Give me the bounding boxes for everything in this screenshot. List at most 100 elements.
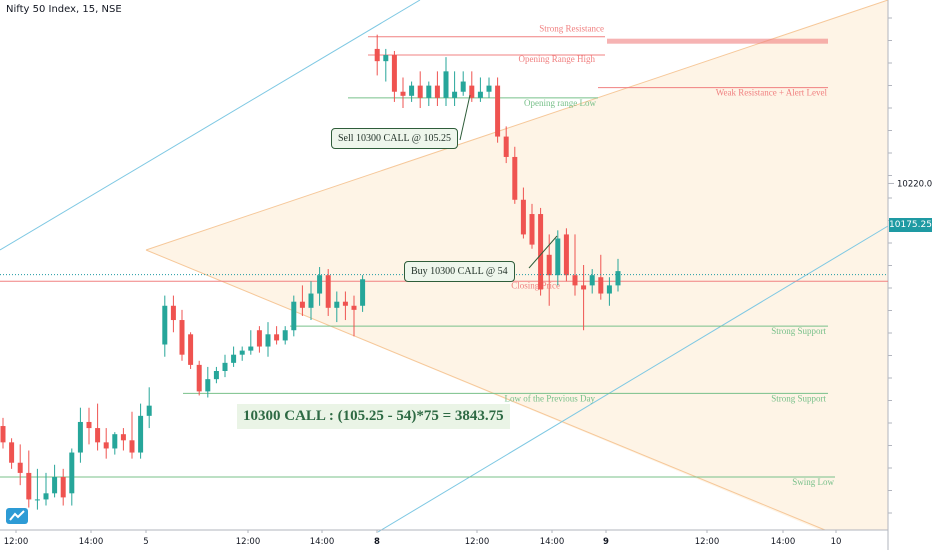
- candle-body: [256, 330, 262, 347]
- candle-body: [43, 493, 49, 500]
- trend-line-upper: [0, 0, 421, 251]
- x-tick-label: 12:00: [236, 537, 261, 547]
- candle-body: [351, 305, 357, 310]
- candle-body: [146, 405, 152, 416]
- candle-body: [239, 350, 245, 355]
- candle-body: [34, 499, 40, 501]
- candle-body: [400, 91, 406, 96]
- candle-body: [248, 346, 254, 351]
- x-tick-label: 12:00: [4, 537, 29, 547]
- candle-body: [460, 81, 466, 92]
- candle-body: [26, 472, 32, 500]
- candle-body: [486, 85, 492, 92]
- level-label: Opening range Low: [524, 98, 596, 108]
- candle-body: [426, 85, 432, 98]
- level-label: Opening Range High: [519, 54, 596, 64]
- candle-body: [477, 91, 483, 98]
- candle-body: [325, 275, 331, 308]
- x-tick-label: 8: [374, 537, 380, 547]
- trend-line-lower: [377, 225, 889, 533]
- candle-body: [188, 334, 194, 365]
- candle-body: [129, 440, 135, 453]
- wedge-lower-edge: [145, 249, 826, 531]
- candle-body: [196, 364, 202, 392]
- candle-body: [179, 320, 185, 355]
- candle-body: [103, 442, 109, 449]
- wedge-pattern-fill: [146, 0, 888, 530]
- candle-body: [434, 85, 440, 98]
- candle-body: [520, 199, 526, 235]
- buy-callout-pointer: [528, 235, 558, 269]
- candle-body: [589, 275, 595, 286]
- candle-body: [112, 434, 118, 449]
- candle-body: [615, 271, 621, 286]
- x-tick-label: 9: [603, 537, 609, 547]
- candle-body: [0, 426, 6, 443]
- candle-body: [95, 428, 101, 443]
- candle-body: [170, 305, 176, 321]
- candle-body: [231, 354, 237, 363]
- sell-callout-pointer: [459, 94, 471, 141]
- candle-body: [546, 254, 552, 276]
- candle-body: [205, 379, 211, 392]
- candle-body: [9, 442, 15, 463]
- candle-body: [291, 301, 297, 331]
- y-tick-label: 10220.00: [897, 179, 932, 189]
- candle-body: [77, 421, 83, 453]
- candle-body: [452, 91, 458, 98]
- candle-body: [162, 305, 168, 345]
- buy-annotation: Buy 10300 CALL @ 54: [404, 261, 515, 282]
- candle-body: [383, 55, 389, 62]
- candle-body: [86, 421, 92, 429]
- candle-body: [342, 301, 348, 306]
- last-price-label: 10175.25: [889, 218, 932, 232]
- candle-body: [120, 434, 126, 441]
- candle-body: [581, 285, 587, 290]
- x-tick-label: 12:00: [465, 537, 490, 547]
- candle-body: [563, 234, 569, 276]
- candle-body: [443, 71, 449, 98]
- x-tick-label: 14:00: [79, 537, 104, 547]
- x-tick-label: 12:00: [695, 537, 720, 547]
- candle-body: [391, 55, 397, 92]
- candle-body: [213, 371, 219, 380]
- candle-body: [299, 301, 305, 308]
- x-tick-label: 14:00: [771, 537, 796, 547]
- candle-body: [265, 334, 271, 347]
- profit-calculation: 10300 CALL : (105.25 - 54)*75 = 3843.75: [237, 404, 510, 429]
- candle-body: [417, 85, 423, 98]
- level-label: Closing Price: [511, 280, 560, 290]
- candle-body: [529, 214, 535, 245]
- level-label: Strong Resistance: [539, 24, 604, 34]
- candle-body: [60, 477, 66, 498]
- candle-body: [17, 462, 23, 473]
- candle-body: [503, 136, 509, 157]
- candle-body: [374, 48, 380, 62]
- x-tick-label: 5: [143, 537, 148, 547]
- level-label: Swing Low: [792, 477, 834, 487]
- tradingview-logo-icon: [6, 508, 28, 524]
- candle-body: [138, 415, 144, 453]
- level-label: Strong Support: [771, 326, 826, 336]
- x-tick-label: 14:00: [310, 537, 335, 547]
- resistance-zone-band: [607, 38, 828, 44]
- candle-body: [572, 275, 578, 286]
- candle-body: [538, 214, 544, 290]
- level-label: Strong Support: [771, 393, 826, 403]
- candle-body: [222, 362, 228, 371]
- candle-body: [598, 277, 604, 294]
- x-tick-label: 14:00: [540, 537, 565, 547]
- candle-body: [512, 156, 518, 200]
- sell-annotation: Sell 10300 CALL @ 105.25: [331, 128, 459, 149]
- candle-body: [317, 275, 323, 294]
- candle-body: [360, 279, 366, 306]
- level-label: Weak Resistance + Alert Level: [716, 88, 828, 98]
- candle-body: [52, 477, 58, 494]
- candle-body: [69, 452, 75, 494]
- candle-body: [606, 285, 612, 294]
- x-tick-label: 10: [831, 537, 842, 547]
- symbol-title: Nifty 50 Index, 15, NSE: [6, 4, 122, 15]
- level-label: Low of the Previous Day: [505, 393, 596, 403]
